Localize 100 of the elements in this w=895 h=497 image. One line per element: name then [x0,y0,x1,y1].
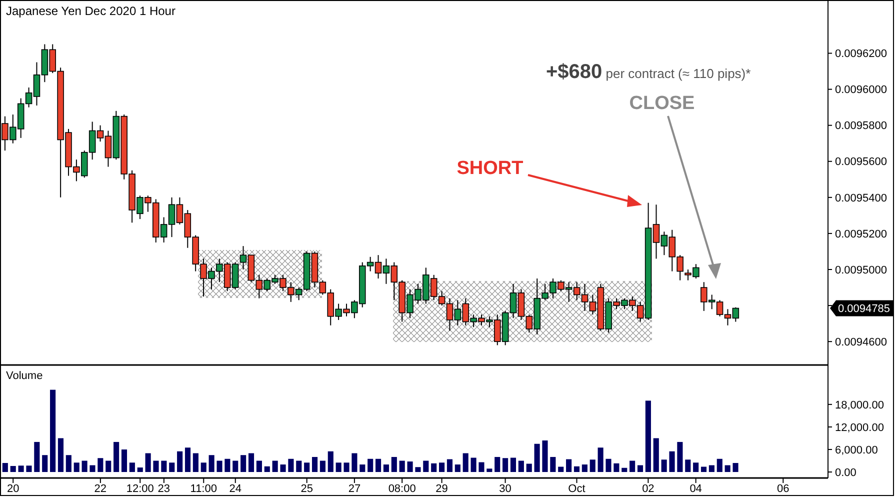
bar [391,456,397,472]
bar [200,462,206,472]
bar [510,458,516,472]
bar [98,458,104,472]
bar [732,462,738,472]
bar [439,462,445,472]
bar [542,440,548,472]
bar [582,464,588,472]
annotation: SHORT [456,158,524,179]
bar [256,460,262,472]
bar [169,462,175,472]
bar [26,466,32,472]
bar [296,460,302,472]
bar [192,453,198,472]
annotation: +$680 per contract (≈ 110 pips)* [546,61,751,83]
bar [614,463,620,472]
bar [114,442,120,472]
bar [66,455,72,472]
bar [82,460,88,472]
bar [407,461,413,472]
bar [685,460,691,472]
x-tick-label: 24 [229,483,242,495]
bar [352,453,358,472]
y-tick-label: 0.0095200 [835,228,887,240]
text: 0.0094785 [838,303,890,316]
bar [550,456,556,472]
bar [320,460,326,472]
bar [630,460,636,472]
bar [669,451,675,472]
bar [208,455,214,472]
bar [264,466,270,472]
bar [58,438,64,472]
bar [693,462,699,472]
bar [645,400,651,472]
bar [534,444,540,472]
bar [494,456,500,472]
bar [606,458,612,472]
bar [232,460,238,472]
y-tick-label: 0.0095000 [835,264,887,276]
x-tick-label: 23 [158,483,170,495]
bar [708,465,714,472]
bar [288,458,294,472]
bar [272,460,278,472]
bar [415,467,421,472]
bar [724,465,730,472]
bar [526,464,532,472]
bar [304,462,310,472]
x-tick-label: 30 [499,483,512,495]
bar [137,467,143,472]
y-tick-label: 6,000.00 [835,444,878,456]
y-tick-label: 0.0096200 [835,48,887,60]
bar [454,464,460,472]
bar [336,462,342,472]
annotation: CLOSE [629,93,695,114]
x-tick-label: 02 [642,483,654,495]
y-tick-label: 0.0096000 [835,84,887,96]
bar [383,464,389,472]
bar [74,462,80,472]
bar [161,460,167,472]
bar [312,456,318,472]
bar [184,448,191,472]
bar [216,460,222,472]
bar [716,458,722,472]
bar [280,464,286,472]
x-tick-label: 20 [6,483,20,495]
bar [50,390,56,472]
bar [478,462,484,472]
bar [700,466,707,472]
bar [431,463,437,472]
x-tick-label: 06 [777,483,790,495]
bar [2,462,8,472]
x-tick-label: 29 [436,483,448,495]
chart-title: Volume [6,370,43,382]
bar [590,460,596,472]
bar [462,453,468,472]
bar [177,451,183,472]
bar [470,458,476,472]
bar [121,449,128,472]
bar [502,458,508,472]
bar [574,466,580,472]
x-tick-label: 22 [94,483,107,495]
bar [360,464,366,472]
bar [18,466,24,472]
bar [344,462,350,472]
bar [376,458,382,472]
bar [446,459,452,472]
bar [240,455,246,472]
bar [106,460,112,472]
y-tick-label: 0.0095600 [835,156,887,168]
bar [42,455,48,472]
bar [34,442,40,472]
bar [145,453,151,472]
bar [677,442,683,472]
bar [653,438,659,472]
bar [518,460,524,472]
bar [622,468,628,472]
y-tick-label: 0.0094600 [835,336,887,348]
bar [558,466,564,472]
x-tick-label: 25 [300,483,313,495]
bar [224,458,230,472]
